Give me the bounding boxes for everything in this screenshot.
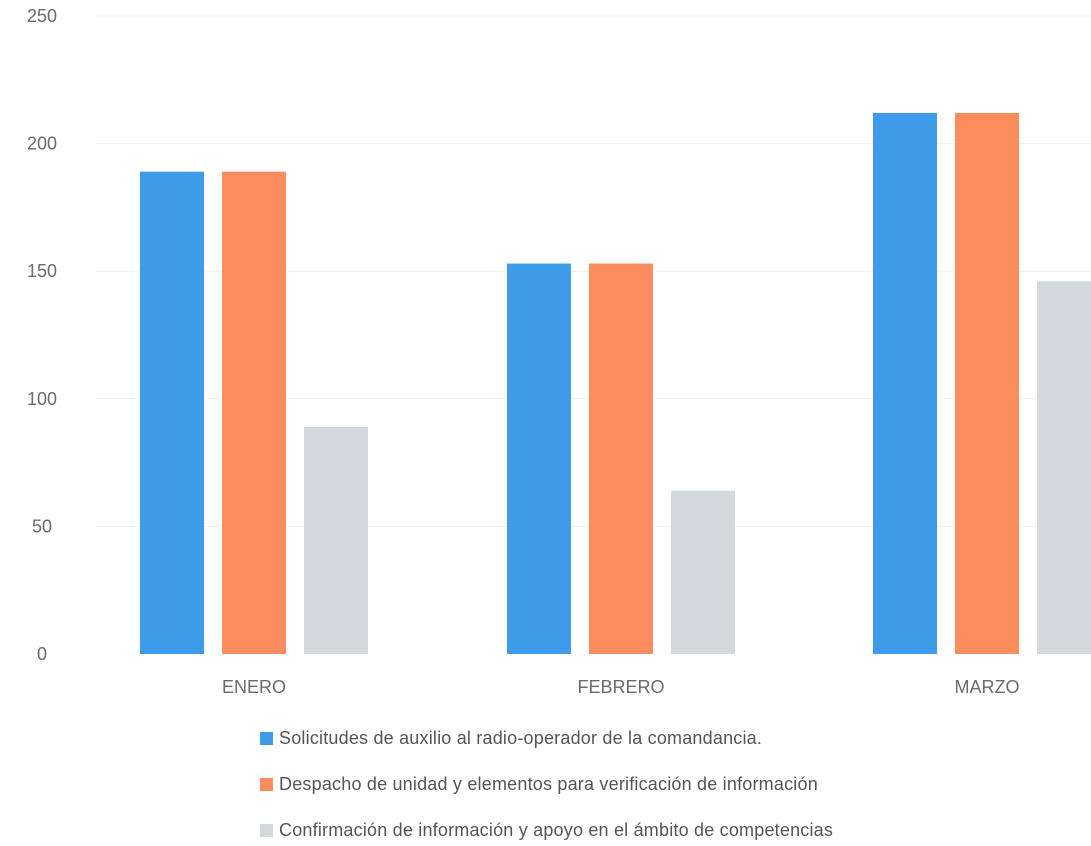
y-tick-label: 0 <box>37 644 47 664</box>
legend-label: Despacho de unidad y elementos para veri… <box>279 773 818 794</box>
y-tick-label: 50 <box>32 516 52 536</box>
x-tick-label: FEBRERO <box>577 677 664 697</box>
bar-solicitudes <box>873 112 937 654</box>
bar-confirmacion <box>671 490 735 654</box>
bar-solicitudes <box>507 263 571 654</box>
legend: Solicitudes de auxilio al radio-operador… <box>260 722 833 846</box>
legend-swatch-gray <box>260 823 273 837</box>
bar-despacho <box>955 112 1019 654</box>
legend-item-confirmacion: Confirmación de información y apoyo en e… <box>260 814 833 846</box>
legend-item-despacho: Despacho de unidad y elementos para veri… <box>260 768 833 800</box>
bar-despacho <box>222 171 286 654</box>
y-axis-ticks: 0 50 100 150 200 250 <box>27 6 57 664</box>
legend-item-solicitudes: Solicitudes de auxilio al radio-operador… <box>260 722 833 754</box>
legend-label: Solicitudes de auxilio al radio-operador… <box>279 727 763 748</box>
y-tick-label: 150 <box>27 261 57 281</box>
legend-swatch-orange <box>260 777 273 791</box>
x-tick-label: ENERO <box>222 677 286 697</box>
x-tick-label: MARZO <box>955 677 1020 697</box>
legend-swatch-blue <box>260 731 273 745</box>
bar-confirmacion <box>304 426 368 654</box>
bars <box>140 112 1091 654</box>
x-axis-ticks: ENERO FEBRERO MARZO <box>222 677 1020 697</box>
y-tick-label: 200 <box>27 134 57 154</box>
bar-solicitudes <box>140 171 204 654</box>
y-tick-label: 100 <box>27 389 57 409</box>
bar-despacho <box>589 263 653 654</box>
y-tick-label: 250 <box>27 6 57 26</box>
bar-confirmacion <box>1037 281 1091 654</box>
legend-label: Confirmación de información y apoyo en e… <box>279 819 834 840</box>
